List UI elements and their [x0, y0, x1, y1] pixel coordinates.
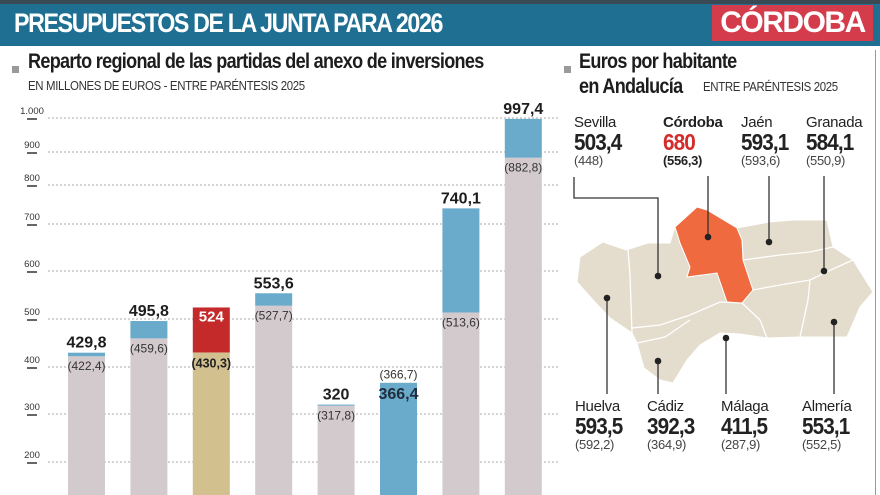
y-tick-label: 200	[24, 450, 40, 461]
province-prev: (592,2)	[575, 437, 615, 452]
province-value: 680	[663, 129, 696, 155]
value-label-2026: 320	[323, 387, 350, 404]
province-label-sevilla: Sevilla 503,4 (448)	[574, 114, 627, 168]
bar-2025	[255, 305, 293, 495]
province-value: 411,5	[721, 413, 768, 439]
value-label-2025: (513,6)	[442, 315, 480, 329]
province-value: 503,4	[574, 129, 622, 155]
bar-2026	[68, 352, 105, 357]
province-label-jaen: Jaén 593,1 (593,6)	[741, 114, 794, 168]
bullet-icon	[12, 66, 19, 73]
malaga-dot	[722, 334, 730, 342]
y-tick-label: 600	[24, 259, 40, 270]
bar-2025	[442, 312, 480, 495]
value-label-2026: 553,6	[254, 275, 294, 292]
province-label-malaga: Málaga 411,5 (287,9)	[721, 398, 772, 452]
value-label-2026: 997,4	[503, 101, 543, 118]
province-value: 584,1	[806, 129, 854, 155]
bar-2025	[192, 352, 230, 495]
map-subtitle: ENTRE PARÉNTESIS 2025	[703, 79, 838, 94]
bar-2026	[504, 118, 542, 158]
y-tick-label: 900	[24, 140, 40, 151]
province-prev: (550,9)	[806, 153, 846, 168]
province-label-cordoba: Córdoba 680 (556,3)	[663, 114, 723, 168]
chart-subtitle: EN MILLONES DE EUROS - ENTRE PARÉNTESIS …	[28, 78, 305, 93]
y-tick-label: 500	[24, 307, 40, 318]
value-label-2026: 366,4	[378, 386, 418, 403]
y-tick-label: 700	[24, 212, 40, 223]
province-name: Córdoba	[663, 114, 723, 131]
cordoba-dot	[704, 233, 712, 241]
province-label-cadiz: Cádiz 392,3 (364,9)	[647, 398, 700, 452]
province-value: 593,5	[575, 413, 623, 439]
value-label-2026: 524	[199, 308, 225, 325]
bar-2026	[130, 321, 168, 339]
province-prev: (287,9)	[721, 437, 761, 452]
page-title: PRESUPUESTOS DE LA JUNTA PARA 2026	[14, 8, 443, 38]
province-name: Granada	[806, 114, 863, 131]
bar-2026	[255, 293, 293, 306]
sevilla-dot	[654, 272, 662, 280]
bullet-icon	[564, 66, 571, 73]
value-label-2025: (882,8)	[504, 161, 542, 175]
province-name: Jaén	[741, 114, 773, 131]
map-title-line2: en Andalucía	[579, 75, 683, 98]
value-label-2025: (459,6)	[130, 341, 168, 355]
value-label-2026: 495,8	[129, 303, 169, 320]
province-label-almeria: Almería 553,1 (552,5)	[802, 398, 855, 452]
granada-dot	[820, 267, 828, 275]
province-dots	[603, 233, 838, 365]
value-label-2026: 429,8	[66, 335, 106, 352]
province-value: 392,3	[647, 413, 695, 439]
bar-2025	[68, 356, 105, 495]
almeria-dot	[830, 318, 838, 326]
brand-badge: CÓRDOBA	[712, 5, 873, 41]
province-label-huelva: Huelva 593,5 (592,2)	[575, 398, 628, 452]
province-name: Almería	[802, 398, 852, 415]
bar-2026	[317, 404, 355, 406]
province-prev: (552,5)	[802, 437, 842, 452]
bar-2026	[380, 382, 417, 495]
value-label-2026: 740,1	[441, 190, 481, 207]
province-label-granada: Granada 584,1 (550,9)	[806, 114, 863, 168]
province-prev: (364,9)	[647, 437, 687, 452]
bar-2025	[504, 157, 542, 495]
value-label-2025: (366,7)	[379, 368, 417, 382]
y-tick-label: 1.000	[20, 106, 44, 117]
bar-2026	[192, 307, 230, 353]
value-label-2025: (422,4)	[67, 359, 105, 373]
bar-2025	[317, 405, 355, 495]
province-name: Cádiz	[647, 398, 684, 415]
map-title-line1: Euros por habitante	[579, 50, 737, 73]
bar-2025	[130, 338, 168, 495]
province-prev: (556,3)	[663, 153, 703, 168]
huelva-dot	[603, 294, 611, 302]
jaen-dot	[765, 238, 773, 246]
value-label-2025: (527,7)	[255, 309, 293, 323]
province-name: Sevilla	[574, 114, 617, 131]
top-rule	[0, 0, 880, 4]
leader-lines	[573, 176, 835, 394]
cordoba-province	[674, 206, 754, 304]
y-tick-label: 300	[24, 402, 40, 413]
y-tick-label: 400	[24, 355, 40, 366]
province-prev: (448)	[574, 153, 603, 168]
province-prev: (593,6)	[741, 153, 781, 168]
province-value: 593,1	[741, 129, 789, 155]
cadiz-dot	[654, 357, 662, 365]
province-name: Huelva	[575, 398, 620, 415]
province-value: 553,1	[802, 413, 850, 439]
value-label-2025: (430,3)	[191, 356, 231, 370]
province-name: Málaga	[721, 398, 769, 415]
bar-2026	[442, 208, 480, 313]
y-tick-label: 800	[24, 173, 40, 184]
province-borders	[627, 239, 854, 344]
divider	[875, 50, 876, 495]
chart-title: Reparto regional de las partidas del ane…	[28, 50, 484, 73]
value-label-2025: (317,8)	[317, 409, 355, 423]
